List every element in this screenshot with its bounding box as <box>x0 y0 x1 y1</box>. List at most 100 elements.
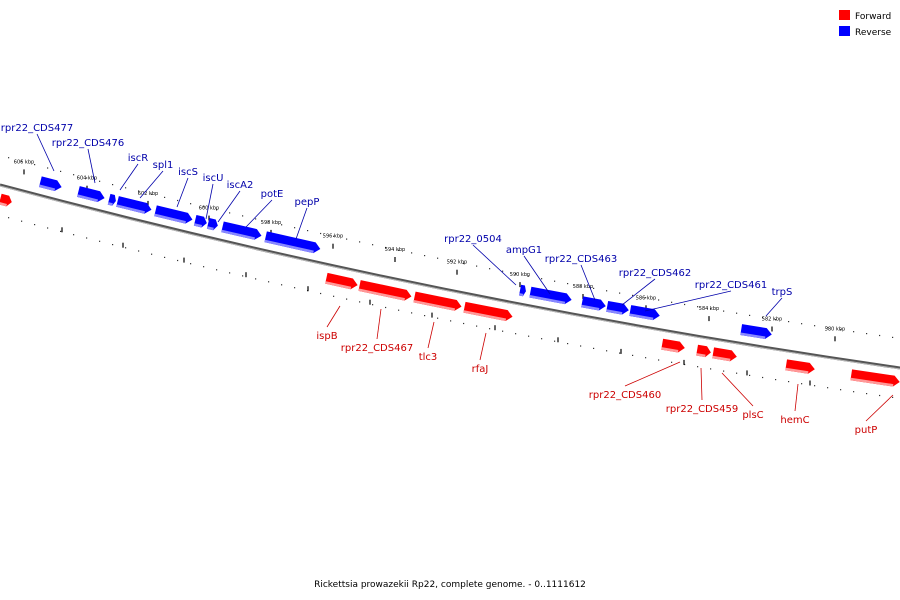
guide-dot <box>840 389 842 391</box>
gene-shade <box>519 293 524 297</box>
gene-shade <box>581 304 600 311</box>
gene-potE[interactable] <box>221 221 262 241</box>
guide-dot <box>320 292 322 295</box>
guide-dot <box>541 338 543 340</box>
guide-dot <box>216 269 218 271</box>
guide-dot <box>86 237 88 239</box>
guide-dot <box>346 238 348 240</box>
gene-rpr22_CDS463[interactable] <box>581 296 607 311</box>
gene-labels: rpr22_CDS477 rpr22_CDS476 iscR spl1 iscS iscU… <box>1 123 878 436</box>
tick-label: 600 kbp <box>199 206 219 212</box>
guide-dot <box>203 206 205 208</box>
gene-label: rpr22_0504 <box>444 234 502 245</box>
gene-rpr22_CDS461[interactable] <box>629 305 660 321</box>
guide-dot <box>723 310 725 312</box>
guide-dot <box>502 330 504 332</box>
gene-edge[interactable] <box>0 193 13 208</box>
legend-reverse-swatch <box>839 26 850 36</box>
gene-plsC[interactable] <box>712 347 737 362</box>
guide-dot <box>372 244 374 246</box>
legend-reverse-label: Reverse <box>855 28 892 38</box>
gene-rpr22_CDS462[interactable] <box>606 300 630 316</box>
gene-iscA2[interactable] <box>206 218 219 231</box>
gene-spl1[interactable] <box>116 196 153 215</box>
gene-label: rpr22_CDS463 <box>545 254 617 265</box>
gene-putP[interactable] <box>850 369 900 387</box>
guide-dot <box>151 253 153 255</box>
guide-dot <box>424 315 426 317</box>
tick-label: 580 kbp <box>825 326 845 332</box>
gene-shade <box>629 313 654 321</box>
guide-dot <box>385 306 387 309</box>
guide-dot <box>775 379 777 381</box>
leader-line <box>36 133 55 172</box>
gene-pepP[interactable] <box>264 231 321 254</box>
guide-dot <box>814 325 816 327</box>
gene-rpr22_CDS477[interactable] <box>38 176 63 192</box>
gene-label: rpr22_CDS476 <box>52 138 124 149</box>
gene-shade <box>712 355 731 362</box>
guide-dot <box>502 270 504 272</box>
guide-dot <box>593 347 595 349</box>
tick-label: 604 kbp <box>77 176 97 182</box>
guide-dot <box>125 187 127 189</box>
legend: Forward Reverse <box>839 10 892 38</box>
tick-label: 606 kbp <box>14 159 34 165</box>
guide-dot <box>99 180 101 182</box>
gene-shade <box>850 377 894 387</box>
gene-rpr22_CDS459[interactable] <box>696 344 712 358</box>
gene-body <box>850 369 900 387</box>
leader-line <box>700 367 703 401</box>
guide-dot <box>476 325 478 327</box>
guide-dot <box>801 323 803 325</box>
leader-line <box>376 308 382 340</box>
guide-dot <box>554 280 556 282</box>
guide-dot <box>749 314 751 316</box>
guide-dot <box>8 157 10 159</box>
leader-line <box>624 361 681 387</box>
legend-forward-label: Forward <box>855 12 891 22</box>
gene-ampG1[interactable] <box>529 286 572 306</box>
guide-dot <box>242 215 244 217</box>
gene-rpr22_0504[interactable] <box>519 284 527 297</box>
guide-dot <box>762 376 764 379</box>
gene-hemC[interactable] <box>785 359 815 374</box>
guide-dot <box>359 241 361 243</box>
guide-dot <box>450 260 452 262</box>
guide-dot <box>892 336 894 338</box>
guide-dot <box>515 273 517 275</box>
leader-line <box>621 278 656 306</box>
guide-dot <box>619 352 621 354</box>
gene-label: iscU <box>203 173 224 184</box>
guide-dot <box>619 292 621 294</box>
gene-iscU[interactable] <box>193 214 208 228</box>
gene-iscR[interactable] <box>107 193 117 206</box>
gene-rpr22_CDS460[interactable] <box>661 338 686 354</box>
gene-ispB[interactable] <box>325 272 359 291</box>
gene-trpS[interactable] <box>740 324 772 340</box>
leader-line <box>479 332 487 361</box>
guide-dot <box>632 294 634 296</box>
gene-body <box>463 301 513 321</box>
gene-shade <box>413 299 456 311</box>
gene-rpr22_CDS476[interactable] <box>77 186 106 203</box>
leader-line <box>217 190 241 223</box>
gene-rfaJ[interactable] <box>463 301 513 322</box>
leader-line <box>326 305 341 328</box>
guide-dot <box>112 184 114 186</box>
gene-tlc3[interactable] <box>413 291 462 312</box>
guide-dot <box>294 287 296 289</box>
gene-label: iscR <box>128 153 148 164</box>
guide-dot <box>164 256 166 258</box>
gene-iscS[interactable] <box>154 205 194 225</box>
guide-dot <box>385 246 387 249</box>
gene-rpr22_CDS467[interactable] <box>358 280 412 302</box>
guide-dot <box>73 234 75 236</box>
guide-dot <box>567 283 569 285</box>
gene-body <box>325 272 358 290</box>
leader-line <box>176 177 189 208</box>
gene-label: ampG1 <box>506 245 542 256</box>
gene-shade <box>38 184 56 191</box>
guide-dot <box>762 316 764 319</box>
gene-shade <box>740 332 766 339</box>
